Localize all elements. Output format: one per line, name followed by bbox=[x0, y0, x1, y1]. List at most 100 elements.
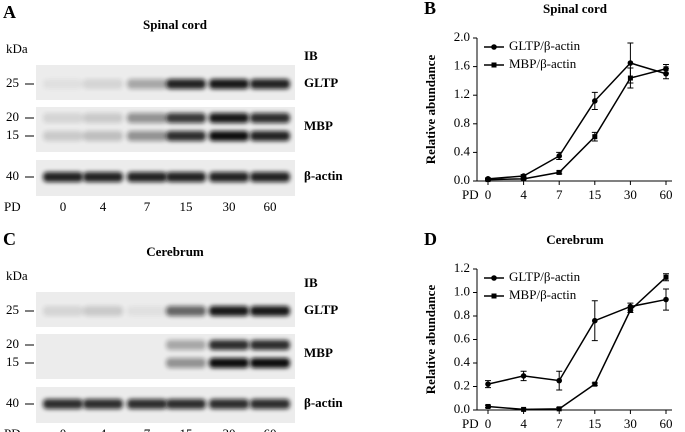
x-tick-label: 4 bbox=[520, 416, 527, 431]
blot-band bbox=[209, 79, 249, 89]
blot-band bbox=[209, 131, 249, 141]
blot-band bbox=[83, 306, 123, 316]
legend-label: MBP/β-actin bbox=[509, 56, 577, 71]
marker bbox=[521, 176, 527, 182]
y-axis-label: Relative abundance bbox=[423, 55, 438, 165]
x-tick-label: 7 bbox=[556, 187, 563, 202]
y-axis-label: Relative abundance bbox=[423, 285, 438, 395]
protein-label: GLTP bbox=[304, 75, 338, 90]
blot-band bbox=[166, 340, 206, 350]
blot-title: Cerebrum bbox=[146, 244, 204, 259]
blot-band bbox=[43, 306, 83, 316]
lane-label: 7 bbox=[144, 426, 151, 432]
marker bbox=[663, 66, 669, 72]
chart-title: Spinal cord bbox=[543, 1, 608, 16]
marker bbox=[556, 377, 562, 384]
marker bbox=[521, 406, 527, 412]
x-label: PD bbox=[462, 187, 479, 202]
blot-title: Spinal cord bbox=[143, 17, 208, 32]
marker bbox=[627, 307, 633, 313]
marker bbox=[556, 406, 562, 412]
marker bbox=[663, 70, 669, 77]
blot-band bbox=[250, 172, 290, 182]
ib-label: IB bbox=[304, 275, 318, 290]
lane-label: 30 bbox=[223, 199, 236, 214]
lane-label: 0 bbox=[60, 426, 67, 432]
marker bbox=[485, 381, 491, 387]
x-tick-label: 15 bbox=[588, 187, 601, 202]
panel-label: C bbox=[3, 229, 16, 249]
blot-band bbox=[83, 113, 123, 123]
legend-label: MBP/β-actin bbox=[509, 287, 577, 302]
unit-label: kDa bbox=[6, 268, 28, 283]
protein-label: MBP bbox=[304, 118, 333, 133]
blot-band bbox=[83, 79, 123, 89]
blot-band bbox=[250, 358, 290, 368]
blot-band bbox=[250, 340, 290, 350]
blot-band bbox=[127, 79, 167, 89]
blot-band bbox=[166, 358, 206, 368]
panel-label: D bbox=[424, 229, 437, 249]
y-tick-label: 1.2 bbox=[454, 260, 470, 275]
marker bbox=[663, 274, 669, 280]
y-tick-label: 1.0 bbox=[454, 283, 470, 298]
blot-band bbox=[166, 306, 206, 316]
lane-label: 4 bbox=[100, 199, 107, 214]
series-line bbox=[487, 298, 667, 385]
marker bbox=[627, 60, 634, 66]
blot-band bbox=[166, 113, 206, 123]
marker bbox=[556, 153, 562, 159]
y-tick-label: 0.8 bbox=[454, 307, 470, 322]
lane-label: 15 bbox=[180, 426, 193, 432]
x-label: PD bbox=[4, 199, 21, 214]
marker bbox=[627, 75, 633, 81]
series-line bbox=[487, 276, 667, 411]
x-tick-label: 0 bbox=[485, 416, 492, 431]
y-tick-label: 0.4 bbox=[454, 354, 471, 369]
marker bbox=[485, 403, 491, 409]
legend-marker bbox=[491, 293, 497, 299]
series-line bbox=[487, 62, 667, 180]
blot-band bbox=[250, 113, 290, 123]
blot-band bbox=[166, 399, 206, 409]
lane-label: 0 bbox=[60, 199, 67, 214]
lane-label: 15 bbox=[180, 199, 193, 214]
y-tick-label: 0.4 bbox=[454, 143, 471, 158]
y-tick-label: 0.6 bbox=[454, 330, 471, 345]
mw-label: 20 bbox=[6, 336, 19, 351]
blot-band bbox=[209, 358, 249, 368]
legend-marker bbox=[491, 44, 497, 50]
x-tick-label: 4 bbox=[520, 187, 527, 202]
protein-label: GLTP bbox=[304, 302, 338, 317]
x-label: PD bbox=[4, 426, 21, 432]
blot-band bbox=[250, 79, 290, 89]
mw-label: 20 bbox=[6, 109, 19, 124]
legend-label: GLTP/β-actin bbox=[509, 38, 581, 53]
marker bbox=[520, 373, 527, 379]
blot-band bbox=[43, 399, 83, 409]
mw-label: 15 bbox=[6, 354, 19, 369]
blot-band bbox=[127, 172, 167, 182]
protein-label: MBP bbox=[304, 345, 333, 360]
panel-label: A bbox=[3, 2, 16, 22]
blot-band bbox=[83, 172, 123, 182]
x-tick-label: 0 bbox=[485, 187, 492, 202]
blot-band bbox=[250, 399, 290, 409]
y-tick-label: 0.0 bbox=[454, 401, 470, 416]
lane-label: 60 bbox=[264, 199, 277, 214]
blot-band bbox=[166, 131, 206, 141]
marker bbox=[592, 317, 598, 324]
lane-label: 7 bbox=[144, 199, 151, 214]
x-tick-label: 15 bbox=[588, 416, 601, 431]
x-tick-label: 60 bbox=[660, 416, 673, 431]
blot-band bbox=[166, 172, 206, 182]
blot-band bbox=[127, 306, 167, 316]
blot-band bbox=[83, 399, 123, 409]
y-tick-label: 1.2 bbox=[454, 86, 470, 101]
blot-band bbox=[127, 113, 167, 123]
y-tick-label: 2.0 bbox=[454, 29, 470, 44]
panel-label: B bbox=[424, 0, 436, 18]
x-tick-label: 30 bbox=[624, 416, 637, 431]
blot-band bbox=[127, 131, 167, 141]
